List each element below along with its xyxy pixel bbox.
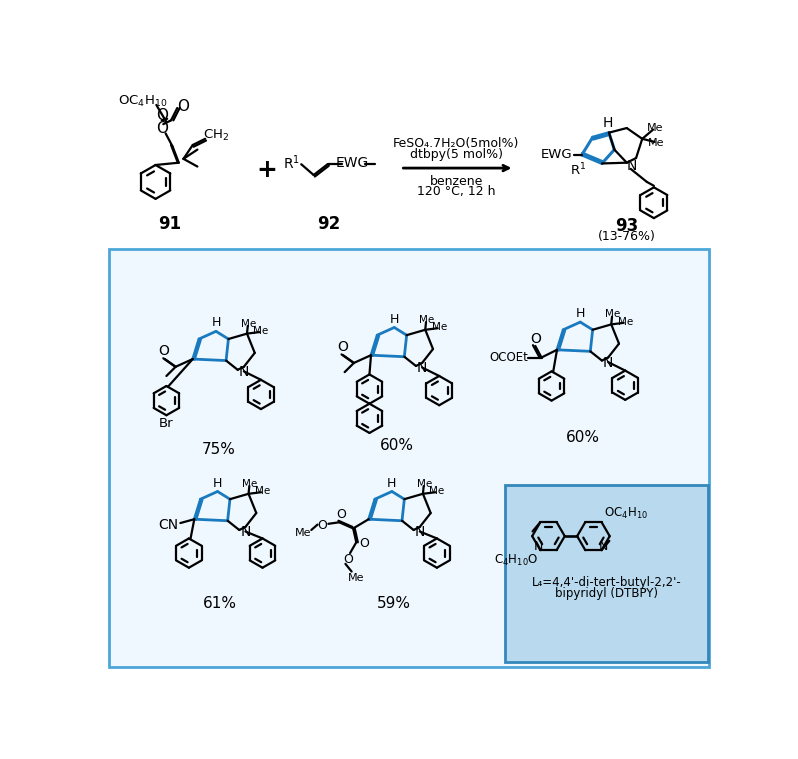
Text: bipyridyl (DTBPY): bipyridyl (DTBPY) xyxy=(555,587,658,600)
Text: H: H xyxy=(575,307,585,320)
Text: N: N xyxy=(417,361,428,375)
Text: O: O xyxy=(177,99,189,114)
Text: OC$_4$H$_{10}$: OC$_4$H$_{10}$ xyxy=(118,93,167,109)
Text: O: O xyxy=(159,345,169,358)
Text: 120 °C, 12 h: 120 °C, 12 h xyxy=(417,185,496,198)
Text: O: O xyxy=(156,109,168,123)
Text: N: N xyxy=(598,540,608,553)
Text: O: O xyxy=(336,508,346,521)
Text: Me: Me xyxy=(429,487,444,496)
Text: EWG: EWG xyxy=(541,149,573,162)
Text: Me: Me xyxy=(605,310,620,320)
Text: N: N xyxy=(603,356,614,370)
Text: OCOEt: OCOEt xyxy=(489,351,528,364)
Text: 60%: 60% xyxy=(566,430,599,445)
Text: FeSO₄.7H₂O(5mol%): FeSO₄.7H₂O(5mol%) xyxy=(393,137,519,150)
Text: R$^1$: R$^1$ xyxy=(570,162,586,178)
Text: N: N xyxy=(415,525,425,540)
Text: Me: Me xyxy=(618,317,633,327)
Text: Me: Me xyxy=(243,479,258,489)
Text: O: O xyxy=(359,537,369,550)
Bar xyxy=(109,249,709,667)
Text: N: N xyxy=(627,159,638,173)
Text: Me: Me xyxy=(255,487,271,496)
Text: benzene: benzene xyxy=(429,175,483,187)
Text: CH$_2$: CH$_2$ xyxy=(203,128,229,143)
Text: Me: Me xyxy=(648,138,665,149)
Text: H: H xyxy=(602,116,613,131)
Text: O: O xyxy=(318,519,327,532)
Text: 75%: 75% xyxy=(201,442,235,457)
Text: H: H xyxy=(389,313,399,326)
Text: 59%: 59% xyxy=(377,597,411,612)
Text: (13-76%): (13-76%) xyxy=(598,230,656,243)
Text: CN: CN xyxy=(158,518,178,531)
Text: L₄=4,4'-di-tert-butyl-2,2'-: L₄=4,4'-di-tert-butyl-2,2'- xyxy=(531,576,681,589)
Text: N: N xyxy=(240,525,251,540)
Text: OC$_4$H$_{10}$: OC$_4$H$_{10}$ xyxy=(604,505,648,521)
Text: 60%: 60% xyxy=(380,438,413,453)
Text: H: H xyxy=(211,317,221,329)
Text: O: O xyxy=(156,121,168,136)
Text: O: O xyxy=(337,341,348,354)
Text: 61%: 61% xyxy=(203,597,237,612)
Text: Me: Me xyxy=(646,123,663,133)
Text: +: + xyxy=(256,158,277,181)
Text: H: H xyxy=(213,477,222,490)
Text: 92: 92 xyxy=(317,215,340,232)
Text: Me: Me xyxy=(241,319,256,329)
Text: dtbpy(5 mol%): dtbpy(5 mol%) xyxy=(409,149,503,162)
Text: Me: Me xyxy=(295,528,312,538)
Text: Me: Me xyxy=(417,479,432,489)
Text: Me: Me xyxy=(432,323,447,332)
Text: O: O xyxy=(344,553,354,565)
Text: O: O xyxy=(531,332,542,346)
Text: N: N xyxy=(239,365,249,380)
Text: C$_4$H$_{10}$O: C$_4$H$_{10}$O xyxy=(494,553,538,568)
Text: N: N xyxy=(534,540,543,553)
Text: Me: Me xyxy=(253,326,269,336)
Text: Me: Me xyxy=(419,315,434,325)
Text: R$^1$: R$^1$ xyxy=(283,153,301,172)
Text: Br: Br xyxy=(159,417,174,430)
Bar xyxy=(505,485,708,663)
Text: EWG: EWG xyxy=(336,156,369,170)
Text: Me: Me xyxy=(348,573,365,583)
Text: 93: 93 xyxy=(615,217,638,235)
Text: H: H xyxy=(387,477,397,490)
Text: 91: 91 xyxy=(158,215,181,232)
